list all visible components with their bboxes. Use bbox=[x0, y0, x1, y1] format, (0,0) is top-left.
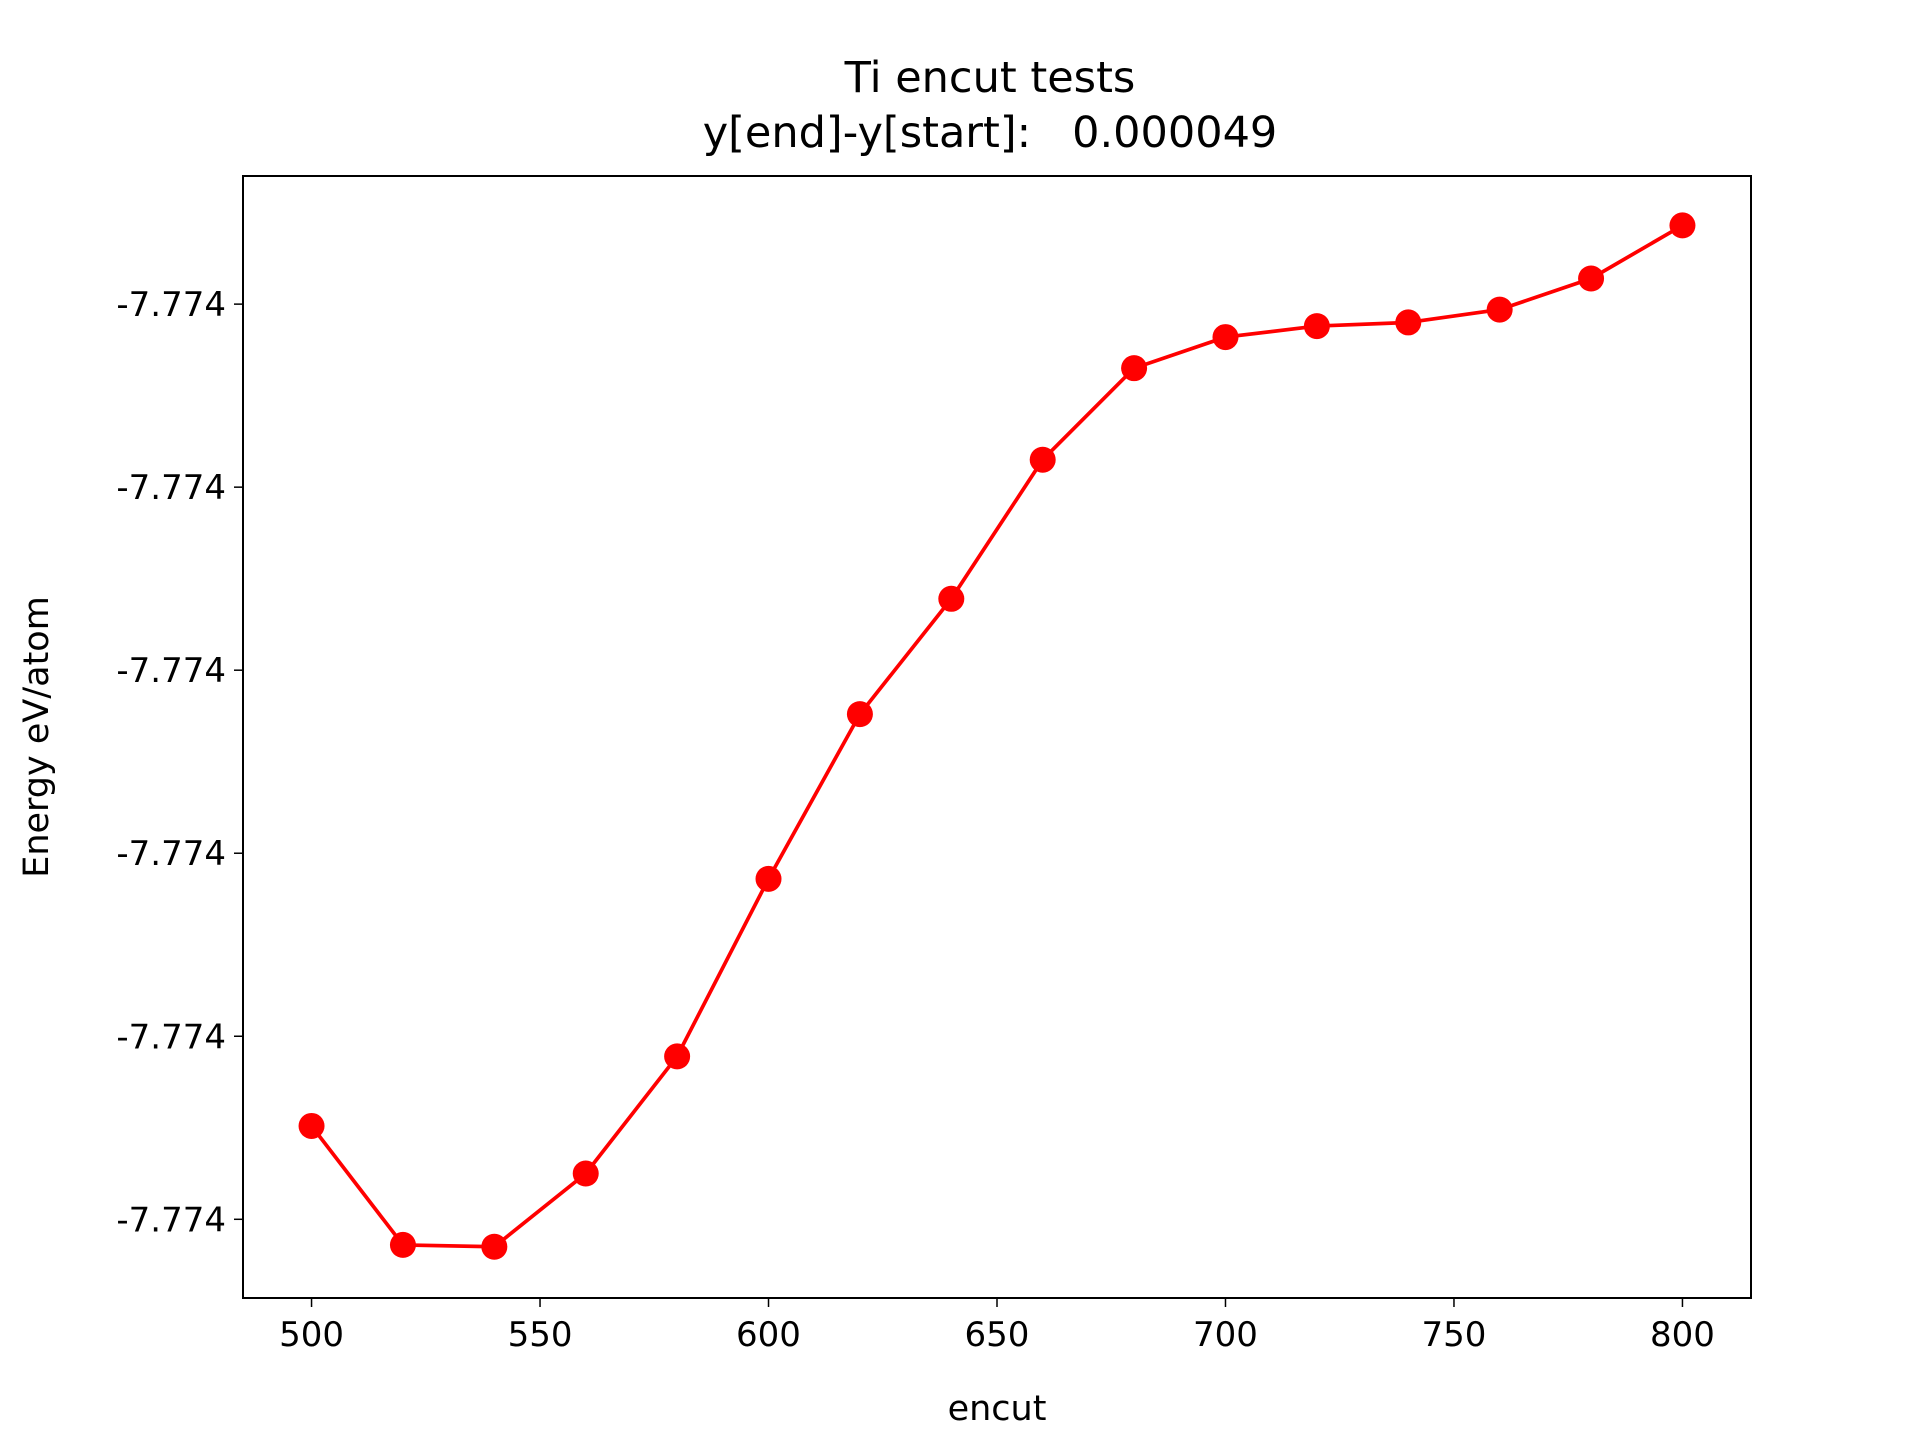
x-axis-label: encut bbox=[948, 1389, 1047, 1429]
data-point bbox=[1212, 324, 1239, 351]
data-point bbox=[1486, 296, 1513, 323]
x-tick-label: 700 bbox=[1193, 1315, 1258, 1355]
data-point bbox=[1029, 446, 1056, 473]
data-point bbox=[1578, 265, 1605, 292]
y-tick-label: -7.774 bbox=[116, 1200, 226, 1240]
y-tick-label: -7.774 bbox=[116, 285, 226, 325]
data-point bbox=[664, 1043, 691, 1070]
chart-title: Ti encut tests bbox=[844, 53, 1136, 103]
y-tick-label: -7.774 bbox=[116, 651, 226, 691]
x-tick-label: 800 bbox=[1650, 1315, 1715, 1355]
x-tick-label: 650 bbox=[965, 1315, 1030, 1355]
data-point bbox=[755, 865, 782, 892]
data-point bbox=[1303, 313, 1330, 340]
x-tick-label: 550 bbox=[508, 1315, 573, 1355]
data-point bbox=[846, 701, 873, 728]
data-point bbox=[481, 1233, 508, 1260]
y-tick-label: -7.774 bbox=[116, 1017, 226, 1057]
x-tick-label: 600 bbox=[736, 1315, 801, 1355]
data-line bbox=[310, 223, 1684, 1249]
x-tick-label: 750 bbox=[1422, 1315, 1487, 1355]
data-point bbox=[389, 1231, 416, 1258]
plot-frame bbox=[242, 175, 1752, 1299]
y-axis-label: Energy eV/atom bbox=[17, 596, 57, 878]
y-tick-label: -7.774 bbox=[116, 468, 226, 508]
data-point bbox=[572, 1160, 599, 1187]
x-tick-label: 500 bbox=[279, 1315, 344, 1355]
data-point bbox=[298, 1112, 325, 1139]
data-point bbox=[1121, 355, 1148, 382]
y-tick-label: -7.774 bbox=[116, 834, 226, 874]
chart-subtitle: y[end]-y[start]: 0.000049 bbox=[703, 108, 1278, 158]
data-point bbox=[1669, 212, 1696, 239]
data-point bbox=[938, 585, 965, 612]
data-point bbox=[1395, 309, 1422, 336]
